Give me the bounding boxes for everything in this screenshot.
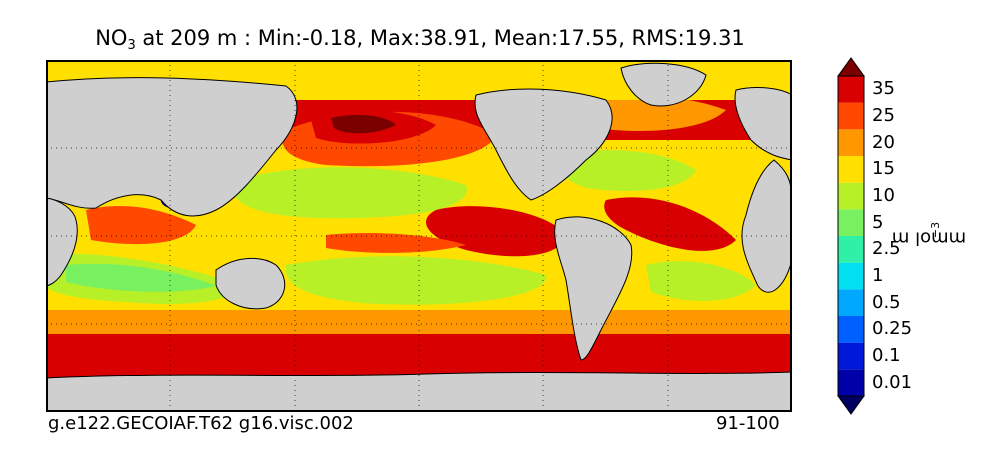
colorbar-tick-label: 20	[872, 131, 895, 153]
land-antarctica	[46, 371, 792, 412]
colorbar-segment	[838, 369, 864, 396]
colorbar-tick-label: 25	[872, 105, 895, 126]
land-greenland	[620, 62, 707, 107]
case-name: g.e122.GECOIAF.T62 g16.visc.002	[48, 413, 354, 434]
colorbar-under-arrow	[837, 395, 865, 415]
colorbar-segment	[838, 262, 864, 290]
atlantic-tropical	[604, 197, 736, 251]
colorbar-segment	[838, 182, 864, 210]
colorbar-segment	[838, 102, 864, 130]
colorbar-tick-label: 1	[872, 265, 884, 286]
colorbar-segment	[838, 209, 864, 236]
colorbar	[837, 57, 865, 415]
colorbar-tick-label: 5	[872, 211, 884, 233]
land-north-america	[474, 88, 613, 201]
land-australia	[215, 257, 286, 310]
colorbar-tick-label: 10	[872, 185, 895, 206]
land-eurasia	[46, 77, 298, 217]
south-atlantic-gyre	[646, 261, 756, 302]
colorbar-segment	[838, 156, 864, 183]
colorbar-segment	[838, 129, 864, 156]
colorbar-segment	[838, 289, 864, 316]
colorbar-tick-label: 0.01	[872, 371, 913, 393]
land-europe	[734, 87, 792, 161]
north-pacific-gyre	[233, 167, 467, 219]
ocean-nitrate-map	[46, 60, 792, 412]
colorbar-segment	[838, 236, 864, 263]
colorbar-tick-label: 0.1	[872, 345, 901, 366]
land-south-america	[554, 216, 633, 361]
colorbar-tick-label: 2.5	[872, 238, 901, 260]
year-range: 91-100	[716, 413, 780, 434]
colorbar-over-arrow	[837, 57, 865, 77]
colorbar-tick-label: 35	[872, 78, 895, 100]
chart-title: NO3 at 209 m : Min:-0.18, Max:38.91, Mea…	[95, 26, 745, 53]
north-atlantic-gyre	[557, 150, 696, 191]
colorbar-frame	[837, 75, 865, 397]
land-africa	[46, 197, 78, 287]
arabian-sea	[86, 205, 196, 245]
colorbar-segment	[838, 342, 864, 370]
map-frame	[46, 60, 792, 412]
colorbar-tick-label: 0.5	[872, 291, 901, 313]
north-atlantic-subpolar	[576, 94, 726, 131]
south-pacific-gyre	[285, 256, 547, 305]
colorbar-tick-label: 15	[872, 158, 895, 180]
colorbar-tick-label: 0.25	[872, 318, 913, 340]
colorbar-segment	[838, 76, 864, 103]
colorbar-segment	[838, 316, 864, 343]
